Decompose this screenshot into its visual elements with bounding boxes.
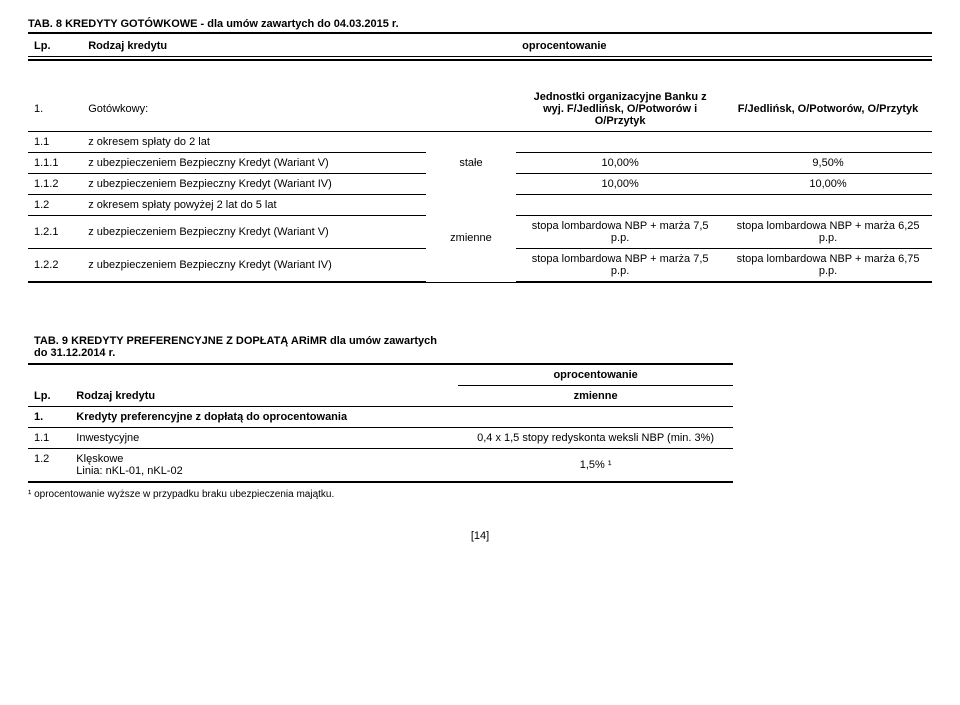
divider <box>28 32 932 34</box>
cell-val: 9,50% <box>724 153 932 174</box>
page-number: [14] <box>28 530 932 542</box>
blank <box>516 132 724 153</box>
cell-val: stopa lombardowa NBP + marża 7,5 p.p. <box>516 249 724 283</box>
cell-lp: 1.2.1 <box>28 216 82 249</box>
tab8-header-rate: oprocentowanie <box>516 36 724 57</box>
tab8-header-lp: Lp. <box>28 36 82 57</box>
cell-name: Kredyty preferencyjne z dopłatą do oproc… <box>70 407 458 428</box>
cell-val: 10,00% <box>516 174 724 195</box>
rate-type-fixed: stałe <box>426 132 516 195</box>
blank <box>426 87 516 132</box>
row12-name: Klęskowe <box>76 453 123 465</box>
tab9-rate-top: oprocentowanie <box>458 364 733 386</box>
cell-lp: 1. <box>28 87 82 132</box>
cell-val: 1,5% ¹ <box>458 449 733 483</box>
cell-lp: 1.1 <box>28 132 82 153</box>
cell-val: 10,00% <box>724 174 932 195</box>
blank <box>724 195 932 216</box>
cell-lp: 1.1.1 <box>28 153 82 174</box>
rate-type-var: zmienne <box>426 195 516 283</box>
divider <box>28 59 932 61</box>
cell-val: stopa lombardowa NBP + marża 7,5 p.p. <box>516 216 724 249</box>
cell-lp: 1.2.2 <box>28 249 82 283</box>
blank <box>724 132 932 153</box>
tab9-header-name: Rodzaj kredytu <box>70 386 458 407</box>
blank <box>458 331 733 364</box>
blank <box>724 36 932 57</box>
tab9-table: TAB. 9 KREDYTY PREFERENCYJNE Z DOPŁATĄ A… <box>28 331 733 483</box>
cell-name: z ubezpieczeniem Bezpieczny Kredyt (Wari… <box>82 216 426 249</box>
tab8-header-name: Rodzaj kredytu <box>82 36 426 57</box>
cell-name: Klęskowe Linia: nKL-01, nKL-02 <box>70 449 458 483</box>
row12-line2: Linia: nKL-01, nKL-02 <box>76 465 182 477</box>
tab9-footnote: ¹ oprocentowanie wyższe w przypadku brak… <box>28 489 932 500</box>
blank <box>516 195 724 216</box>
blank <box>28 364 70 386</box>
cell-val: 0,4 x 1,5 stopy redyskonta weksli NBP (m… <box>458 428 733 449</box>
blank <box>70 364 458 386</box>
blank <box>458 407 733 428</box>
cell-lp: 1.2 <box>28 195 82 216</box>
cell-lp: 1. <box>28 407 70 428</box>
cell-name: z ubezpieczeniem Bezpieczny Kredyt (Wari… <box>82 249 426 283</box>
tab9-rate-sub: zmienne <box>458 386 733 407</box>
tab9-title: TAB. 9 KREDYTY PREFERENCYJNE Z DOPŁATĄ A… <box>28 331 458 364</box>
cell-name: z okresem spłaty do 2 lat <box>82 132 426 153</box>
tab8-colhead-right: F/Jedlińsk, O/Potworów, O/Przytyk <box>724 87 932 132</box>
blank <box>426 36 516 57</box>
cell-lp: 1.1.2 <box>28 174 82 195</box>
tab8-body-table: 1. Gotówkowy: Jednostki organizacyjne Ba… <box>28 87 932 283</box>
cell-name: z okresem spłaty powyżej 2 lat do 5 lat <box>82 195 426 216</box>
cell-name: Gotówkowy: <box>82 87 426 132</box>
tab8-title: TAB. 8 KREDYTY GOTÓWKOWE - dla umów zawa… <box>28 18 932 30</box>
cell-name: z ubezpieczeniem Bezpieczny Kredyt (Wari… <box>82 174 426 195</box>
tab8-header-table: Lp. Rodzaj kredytu oprocentowanie <box>28 36 932 57</box>
cell-lp: 1.2 <box>28 449 70 483</box>
cell-name: Inwestycyjne <box>70 428 458 449</box>
cell-val: stopa lombardowa NBP + marża 6,25 p.p. <box>724 216 932 249</box>
cell-lp: 1.1 <box>28 428 70 449</box>
tab9-header-lp: Lp. <box>28 386 70 407</box>
cell-val: 10,00% <box>516 153 724 174</box>
cell-name: z ubezpieczeniem Bezpieczny Kredyt (Wari… <box>82 153 426 174</box>
tab8-colhead-left: Jednostki organizacyjne Banku z wyj. F/J… <box>516 87 724 132</box>
cell-val: stopa lombardowa NBP + marża 6,75 p.p. <box>724 249 932 283</box>
